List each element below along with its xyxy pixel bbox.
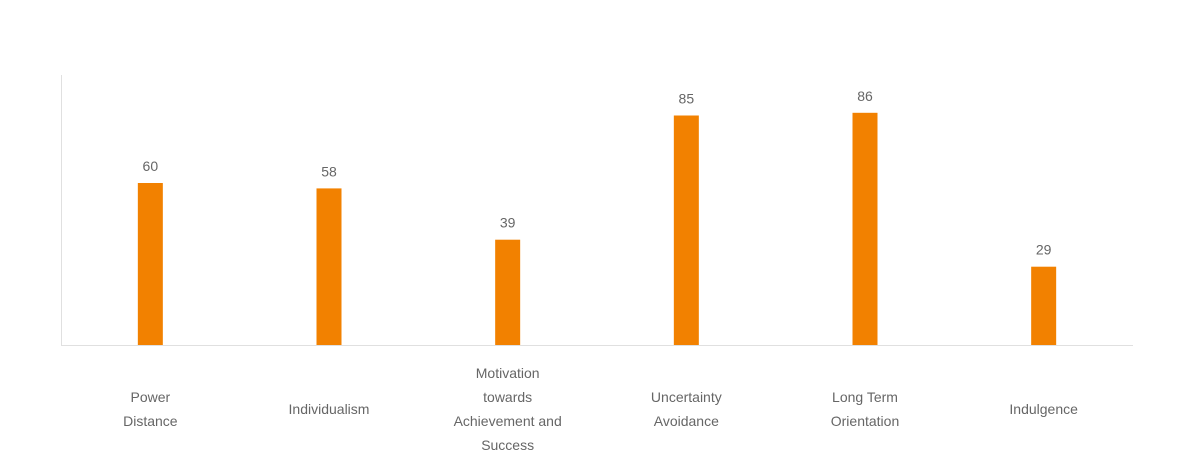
bar — [852, 112, 878, 345]
bar — [1031, 266, 1057, 345]
data-label: 86 — [857, 88, 873, 104]
bar — [316, 188, 342, 345]
x-tick-label: Uncertainty Avoidance — [650, 389, 722, 429]
bar — [495, 239, 521, 345]
x-tick-label: Individualism — [288, 401, 370, 417]
bar — [673, 115, 699, 345]
x-tick-label: Motivation towards Achievement and Succe… — [453, 365, 562, 453]
data-label: 85 — [679, 91, 695, 107]
data-label: 58 — [321, 163, 337, 179]
x-tick-label: Indulgence — [1009, 401, 1078, 417]
x-tick-label: Power Distance — [123, 389, 178, 429]
data-label: 60 — [143, 158, 159, 174]
bar — [137, 183, 163, 345]
data-label: 29 — [1036, 242, 1052, 258]
data-label: 39 — [500, 215, 516, 231]
x-tick-label: Long Term Orientation — [830, 389, 900, 429]
